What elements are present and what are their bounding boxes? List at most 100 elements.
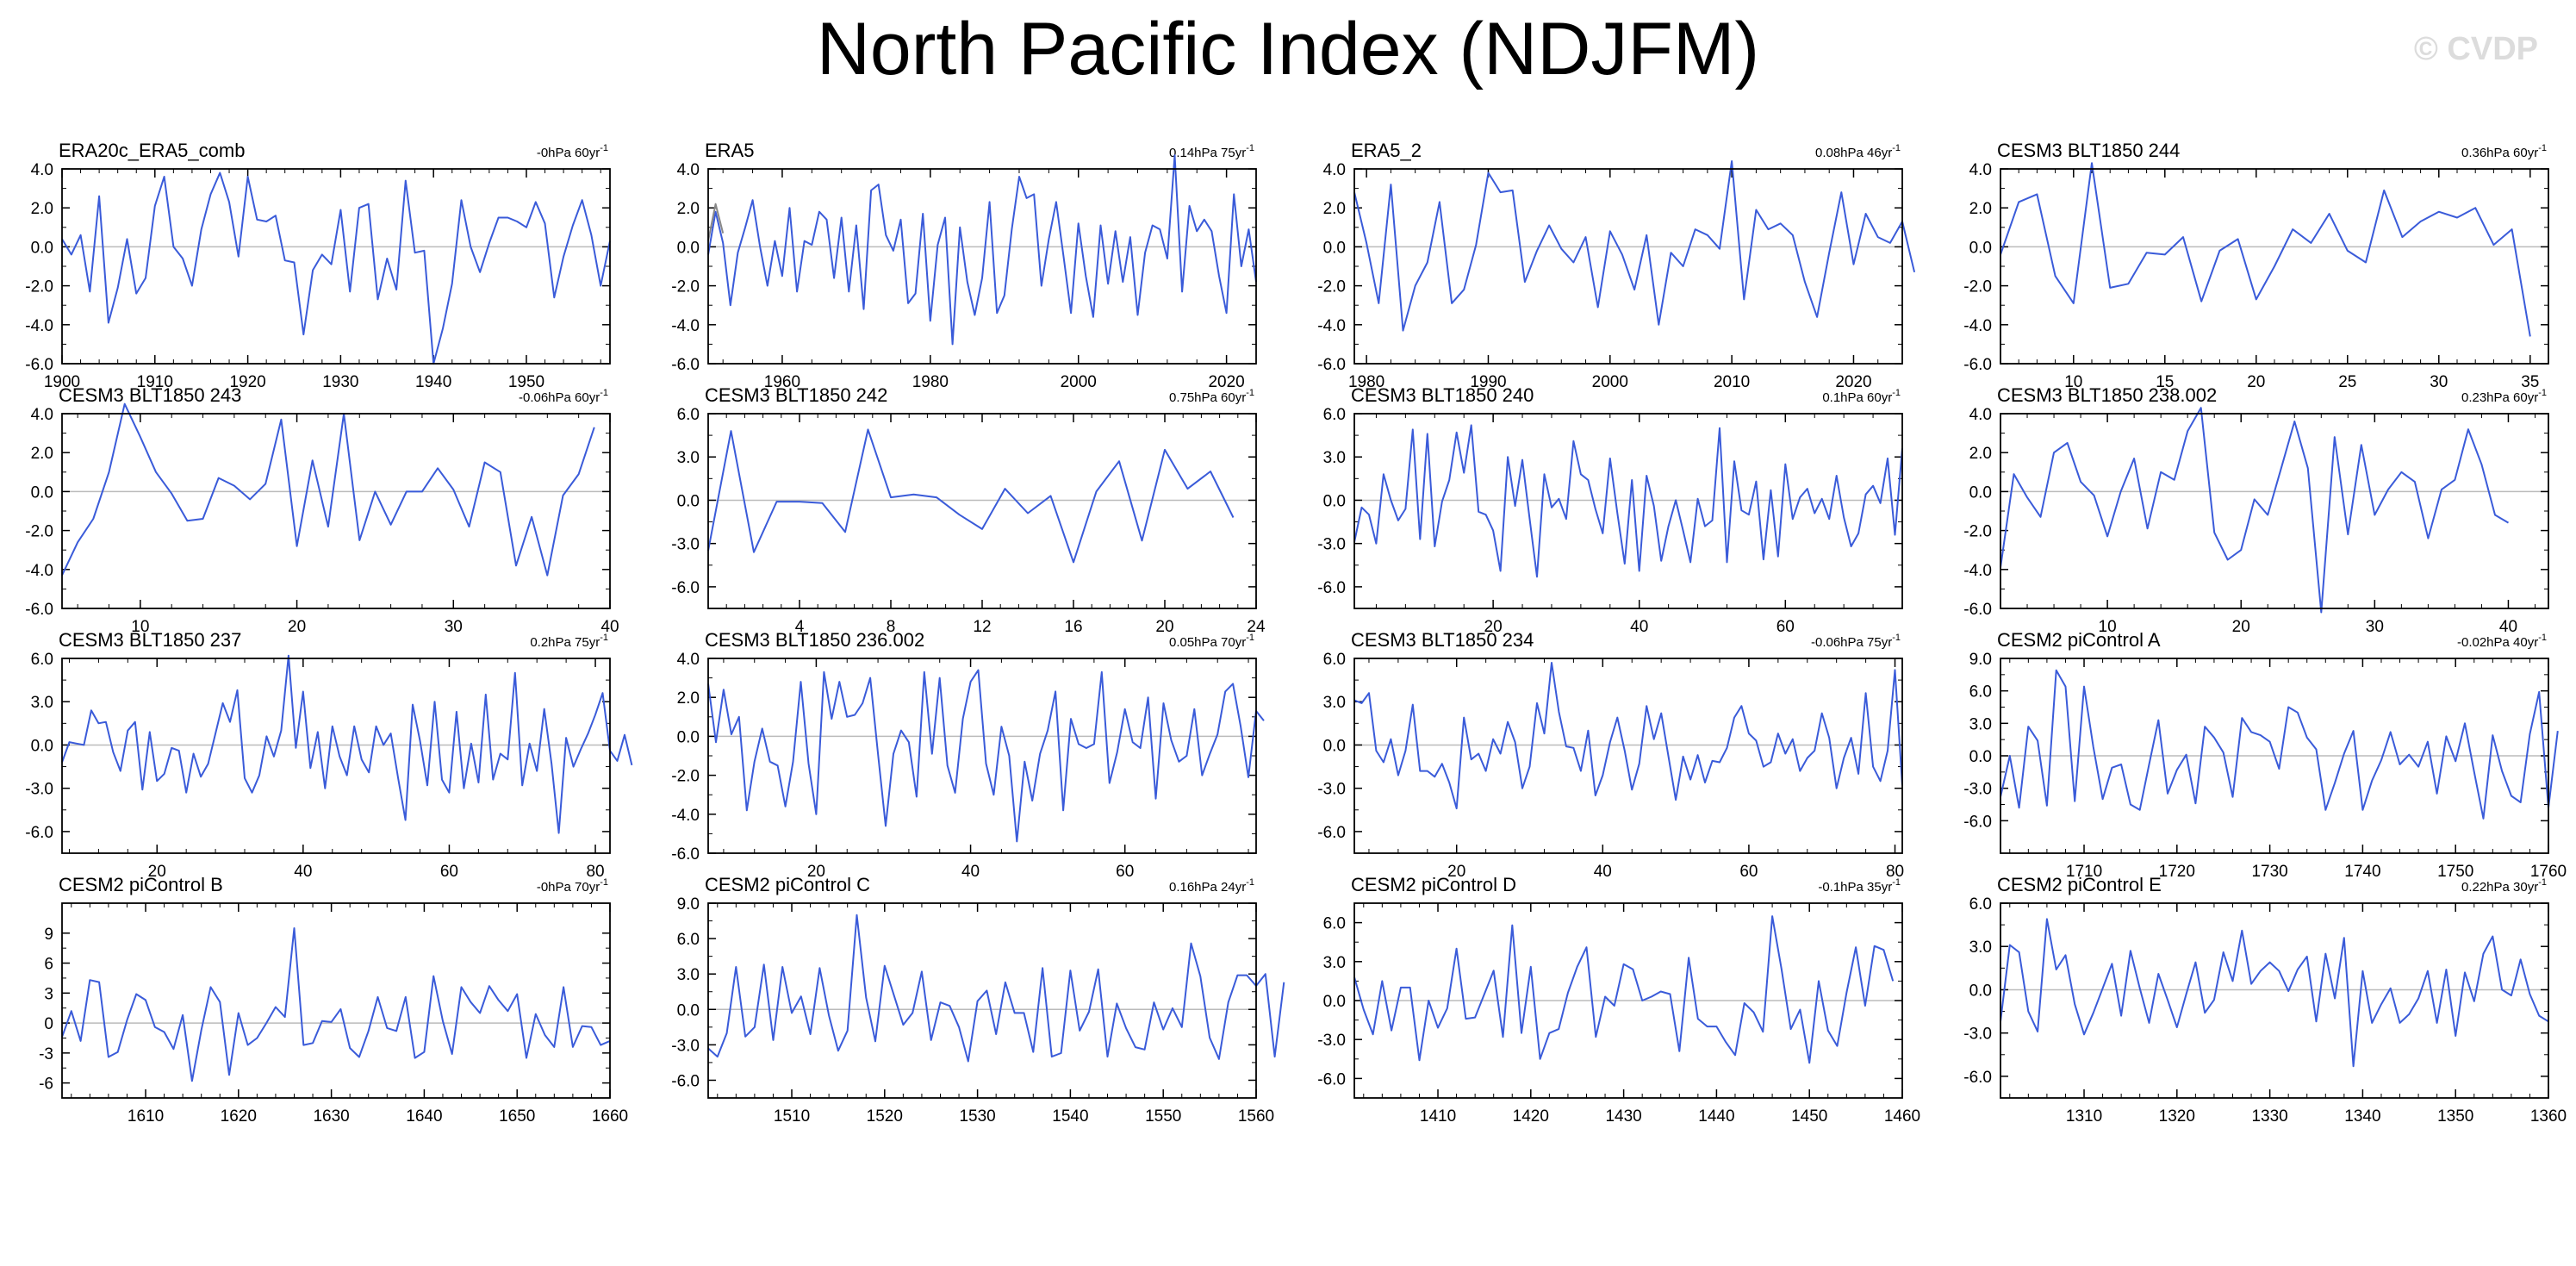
x-tick-label: 1650 <box>499 1107 535 1126</box>
y-tick-label: -2.0 <box>1963 278 1992 296</box>
y-tick-label: -2.0 <box>671 768 700 786</box>
y-tick-label: -4.0 <box>1963 317 1992 335</box>
series-line <box>2000 162 2531 337</box>
y-tick-label: 2.0 <box>1969 200 1992 218</box>
x-tick-label: 10 <box>131 618 149 636</box>
panel-frame <box>1353 413 1903 609</box>
y-tick-label: 4.0 <box>31 161 53 179</box>
y-tick-label: -6.0 <box>1963 601 1992 619</box>
y-tick-label: 0.0 <box>1969 483 1992 502</box>
y-tick-label: -4.0 <box>25 317 53 335</box>
x-tick-label: 1530 <box>959 1107 995 1126</box>
panel-title: CESM2 piControl A <box>1997 629 2161 651</box>
x-tick-label: 35 <box>2521 373 2539 391</box>
panel-frame <box>1353 168 1903 365</box>
x-tick-label: 1990 <box>1470 373 1506 391</box>
page-title: North Pacific Index (NDJFM) <box>816 8 1760 90</box>
x-tick-label: 1960 <box>764 373 800 391</box>
y-tick-label: -3.0 <box>1317 781 1346 799</box>
x-tick-label: 15 <box>2156 373 2174 391</box>
x-tick-label: 1940 <box>415 373 451 391</box>
panel-frame <box>61 168 611 365</box>
chart-panel: CESM3 BLT1850 244 0.36hPa 60yr-1 -6.0 -4.0 -… <box>1963 140 2549 391</box>
trend-superscript: -1 <box>1246 143 1254 153</box>
y-tick-label: 0.0 <box>1969 748 1992 766</box>
trend-superscript: -1 <box>2538 143 2547 153</box>
y-tick-label: -2.0 <box>25 278 53 296</box>
x-tick-label: 8 <box>887 618 896 636</box>
y-tick-label: -6.0 <box>1317 356 1346 374</box>
y-tick-label: -3.0 <box>1963 1026 1992 1044</box>
panel-title: CESM2 piControl B <box>59 874 223 895</box>
chart-panel: CESM2 piControl D -0.1hPa 35yr-1 -6.0 -3.0 0… <box>1317 874 1920 1126</box>
x-tick-label: 20 <box>288 618 306 636</box>
x-tick-label: 24 <box>1247 618 1266 636</box>
x-tick-label: 20 <box>807 863 825 881</box>
panel-trend: -0.1hPa 35yr-1 <box>1818 877 1901 895</box>
panel-trend: 0.16hPa 24yr-1 <box>1169 877 1254 895</box>
x-tick-label: 1520 <box>867 1107 903 1126</box>
x-tick-label: 10 <box>2064 373 2082 391</box>
x-tick-label: 1320 <box>2159 1107 2195 1126</box>
x-tick-label: 2020 <box>1208 373 1244 391</box>
y-tick-label: 6.0 <box>677 931 700 949</box>
series-line <box>61 402 595 577</box>
y-tick-label: 0.0 <box>677 1001 700 1020</box>
chart-panel: CESM3 BLT1850 240 0.1hPa 60yr-1 -6.0 -3.0 0.… <box>1317 384 1903 636</box>
y-tick-label: 9.0 <box>1969 651 1992 669</box>
y-tick-label: -6.0 <box>1317 1070 1346 1088</box>
y-tick-label: -3.0 <box>671 536 700 554</box>
trend-superscript: -1 <box>600 633 608 643</box>
x-tick-label: 1460 <box>1884 1107 1920 1126</box>
y-tick-label: -6.0 <box>25 824 53 842</box>
panel-title: CESM3 BLT1850 238.002 <box>1997 384 2217 406</box>
panel-frame <box>707 413 1257 609</box>
x-tick-label: 4 <box>795 618 805 636</box>
trend-superscript: -1 <box>1892 143 1901 153</box>
y-tick-label: 6.0 <box>1969 895 1992 914</box>
x-tick-label: 16 <box>1064 618 1082 636</box>
panel-trend: 0.1hPa 60yr-1 <box>1822 388 1901 405</box>
y-tick-label: -3.0 <box>1317 536 1346 554</box>
chart-panel: ERA5_2 0.08hPa 46yr-1 -6.0 -4.0 -2.0 0.0 2.0 4.… <box>1317 140 1916 391</box>
x-tick-label: 2000 <box>1061 373 1097 391</box>
x-tick-label: 60 <box>1116 863 1134 881</box>
y-tick-label: -6.0 <box>1317 824 1346 842</box>
x-tick-label: 30 <box>2366 618 2384 636</box>
x-tick-label: 20 <box>1155 618 1173 636</box>
y-tick-label: -3.0 <box>25 781 53 799</box>
y-tick-label: 2.0 <box>1323 200 1346 218</box>
x-tick-label: 1330 <box>2251 1107 2287 1126</box>
chart-panel: CESM2 piControl C 0.16hPa 24yr-1 -6.0 -3.0 0… <box>671 874 1285 1126</box>
series-line <box>2000 407 2510 614</box>
y-tick-label: 3.0 <box>677 966 700 984</box>
y-tick-label: 6.0 <box>677 406 700 424</box>
panel-trend: -0hPa 70yr-1 <box>537 877 608 895</box>
series-line <box>707 669 1265 843</box>
y-tick-label: -6.0 <box>671 1072 700 1090</box>
y-tick-label: 3 <box>44 985 53 1003</box>
x-tick-label: 1360 <box>2530 1107 2567 1126</box>
y-tick-label: 4.0 <box>1969 406 1992 424</box>
y-tick-label: 2.0 <box>1969 445 1992 463</box>
y-tick-label: -2.0 <box>25 523 53 541</box>
y-tick-label: 3.0 <box>1323 694 1346 712</box>
y-tick-label: -2.0 <box>1317 278 1346 296</box>
trend-superscript: -1 <box>1246 388 1254 398</box>
y-tick-label: 0 <box>44 1015 53 1033</box>
y-tick-label: 6.0 <box>1323 651 1346 669</box>
panel-frame <box>2000 658 2549 854</box>
x-tick-label: 40 <box>294 863 312 881</box>
chart-panel: ERA5 0.14hPa 75yr-1 -6.0 -4.0 -2.0 0.0 2.0 4.0 1… <box>671 140 1257 391</box>
x-tick-label: 1720 <box>2159 863 2195 881</box>
y-tick-label: 2.0 <box>31 445 53 463</box>
x-tick-label: 60 <box>1776 618 1795 636</box>
chart-panel: CESM3 BLT1850 237 0.2hPa 75yr-1 -6.0 -3.0 0.… <box>25 629 633 881</box>
x-tick-label: 1660 <box>592 1107 628 1126</box>
y-tick-label: -3.0 <box>1963 781 1992 799</box>
y-tick-label: 3.0 <box>31 694 53 712</box>
x-tick-label: 60 <box>440 863 458 881</box>
series-line <box>2000 669 2559 820</box>
panel-trend: 0.2hPa 75yr-1 <box>530 633 608 650</box>
x-tick-label: 1760 <box>2530 863 2567 881</box>
